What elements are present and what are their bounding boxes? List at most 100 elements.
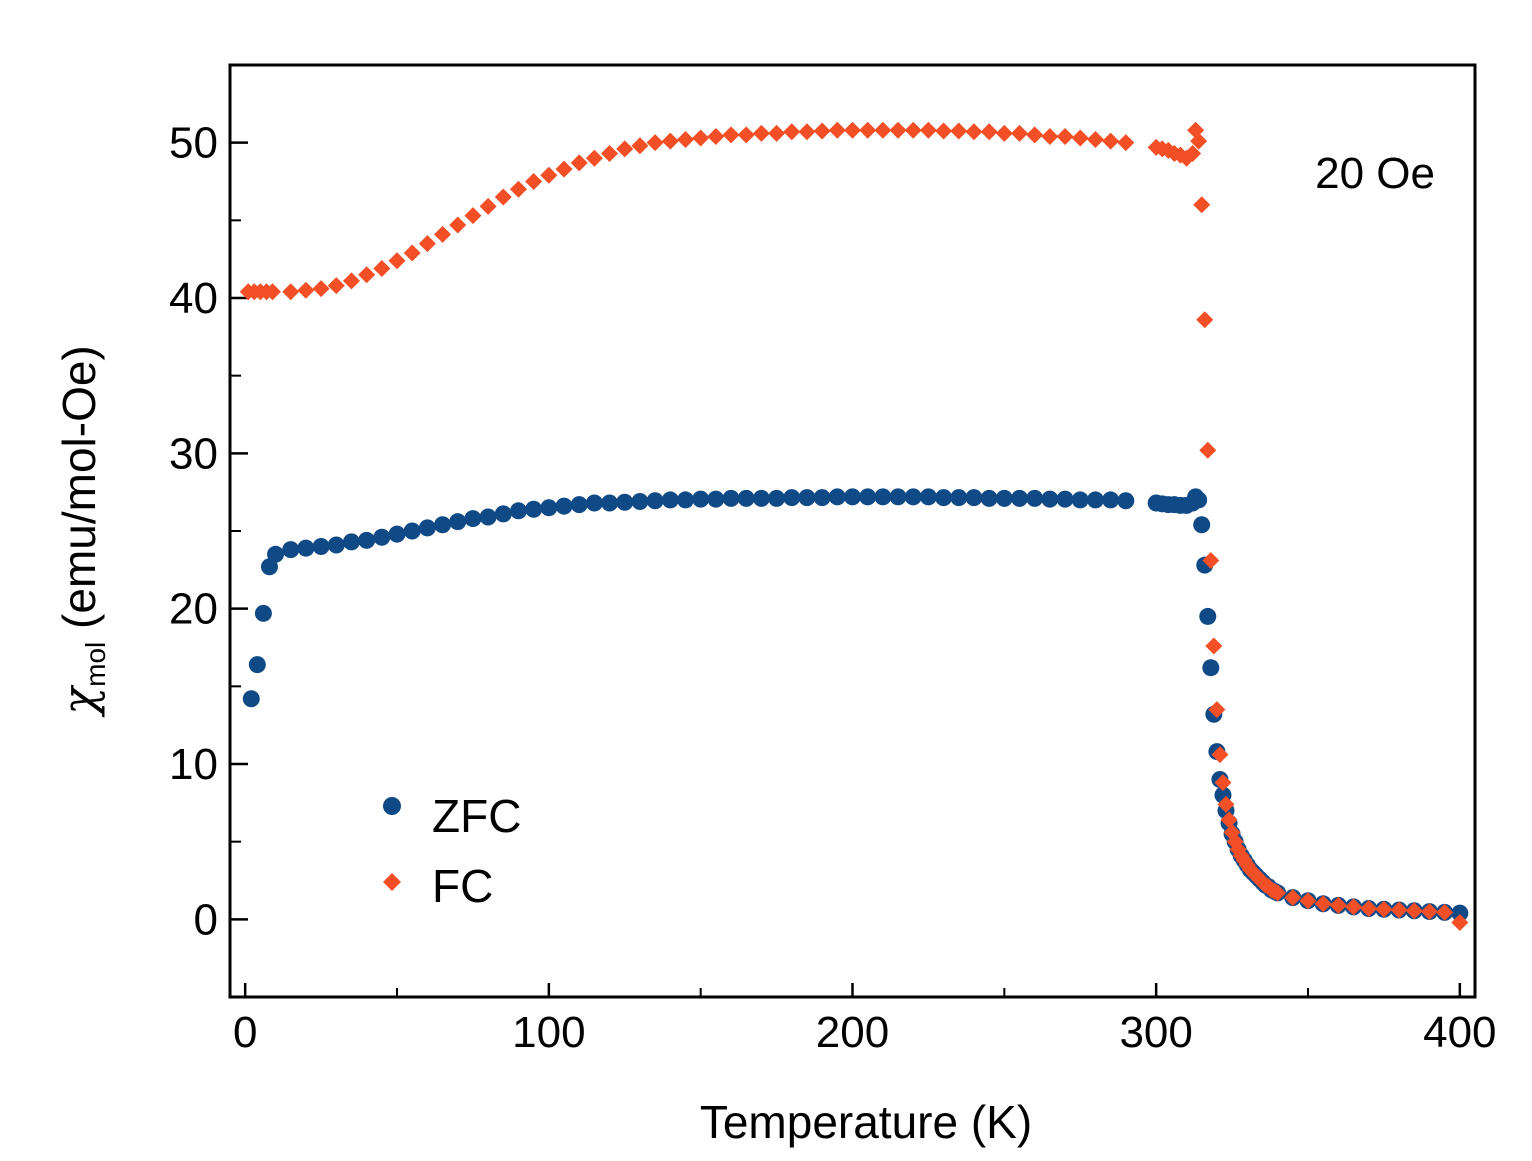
fc-point — [1196, 311, 1214, 329]
fc-point — [358, 266, 376, 284]
y-tick-label: 30 — [169, 429, 218, 478]
fc-point — [555, 160, 573, 178]
legend-zfc-label: ZFC — [432, 790, 521, 842]
fc-point — [449, 216, 467, 234]
fc-point — [1208, 701, 1226, 719]
y-axis-units: (emu/mol-Oe) — [53, 345, 105, 641]
zfc-point — [601, 494, 619, 512]
zfc-point — [282, 541, 300, 559]
zfc-point — [585, 494, 603, 512]
fc-point — [1390, 901, 1408, 919]
fc-point — [980, 123, 998, 141]
y-tick-labels: 0 10 20 30 40 50 — [169, 119, 218, 945]
x-tick-label: 200 — [816, 1008, 889, 1057]
x-tick-label: 400 — [1423, 1008, 1496, 1057]
zfc-point — [722, 489, 740, 507]
zfc-point — [904, 488, 922, 506]
fc-point — [1011, 124, 1029, 142]
fc-point — [418, 235, 436, 253]
fc-point — [1314, 895, 1332, 913]
fc-point — [601, 145, 619, 163]
x-tick-label: 0 — [233, 1008, 257, 1057]
fc-point — [1102, 132, 1120, 150]
fc-point — [965, 123, 983, 141]
fc-point — [1041, 127, 1059, 145]
legend-zfc-marker — [383, 797, 401, 815]
zfc-point — [1011, 489, 1029, 507]
zfc-point — [342, 533, 360, 551]
fc-point — [707, 127, 725, 145]
zfc-point — [1026, 489, 1044, 507]
zfc-point — [1071, 491, 1089, 509]
y-axis-title: χmol (emu/mol-Oe) — [52, 345, 111, 717]
zfc-point — [242, 690, 260, 708]
fc-point — [1026, 126, 1044, 144]
fc-point — [282, 283, 300, 301]
fc-point — [1086, 131, 1104, 149]
y-axis-subscript: mol — [80, 642, 111, 687]
zfc-point — [737, 489, 755, 507]
fc-point — [844, 121, 861, 139]
zfc-point — [950, 489, 968, 507]
zfc-point — [1086, 491, 1104, 509]
fc-point — [798, 123, 816, 141]
fc-point — [403, 244, 421, 262]
data-series — [239, 121, 1469, 931]
fc-point — [1184, 145, 1202, 163]
zfc-point — [844, 488, 861, 506]
fc-point — [1205, 637, 1223, 655]
fc-point — [494, 188, 512, 206]
zfc-point — [1451, 904, 1469, 922]
fc-point — [692, 129, 710, 147]
fc-point — [1190, 132, 1208, 150]
zfc-point — [631, 492, 649, 510]
zfc-point — [267, 545, 285, 563]
zfc-point — [783, 489, 801, 507]
fc-point — [1299, 892, 1317, 910]
zfc-point — [373, 528, 391, 546]
fc-point — [540, 166, 558, 184]
zfc-point — [570, 496, 588, 514]
fc-point — [950, 122, 968, 140]
fc-point — [1405, 902, 1423, 920]
zfc-point — [464, 510, 482, 528]
x-tick-label: 300 — [1119, 1008, 1192, 1057]
fc-point — [264, 283, 282, 301]
zfc-point — [874, 488, 892, 506]
fc-point — [1284, 889, 1302, 907]
zfc-point — [1193, 516, 1211, 534]
fc-point — [1375, 900, 1393, 918]
fc-point — [616, 140, 634, 158]
fc-point — [1071, 129, 1089, 147]
legend-item-zfc: ZFC — [383, 790, 521, 842]
zfc-point — [555, 497, 573, 515]
zfc-point — [919, 488, 937, 506]
fc-point — [570, 154, 588, 172]
legend: ZFC FC — [383, 790, 521, 912]
fc-point — [464, 207, 482, 225]
fc-point — [874, 121, 892, 139]
fc-point — [1436, 903, 1454, 921]
zfc-point — [434, 516, 452, 534]
zfc-point — [1202, 659, 1220, 677]
zfc-point — [768, 489, 786, 507]
fc-point — [995, 124, 1013, 142]
fc-point — [585, 149, 603, 167]
zfc-point — [935, 489, 953, 507]
fc-point — [752, 124, 770, 142]
zfc-point — [616, 493, 634, 511]
fc-point — [297, 281, 315, 299]
fc-point — [631, 137, 649, 155]
zfc-point — [995, 489, 1013, 507]
zfc-point — [525, 500, 543, 518]
zfc-point — [707, 490, 725, 508]
zfc-point — [449, 513, 467, 531]
fc-point — [676, 131, 694, 149]
fc-point — [1345, 898, 1363, 916]
zfc-point — [388, 525, 406, 543]
y-tick-label: 50 — [169, 119, 218, 168]
x-tick-labels: 0 100 200 300 400 — [233, 1008, 1497, 1057]
